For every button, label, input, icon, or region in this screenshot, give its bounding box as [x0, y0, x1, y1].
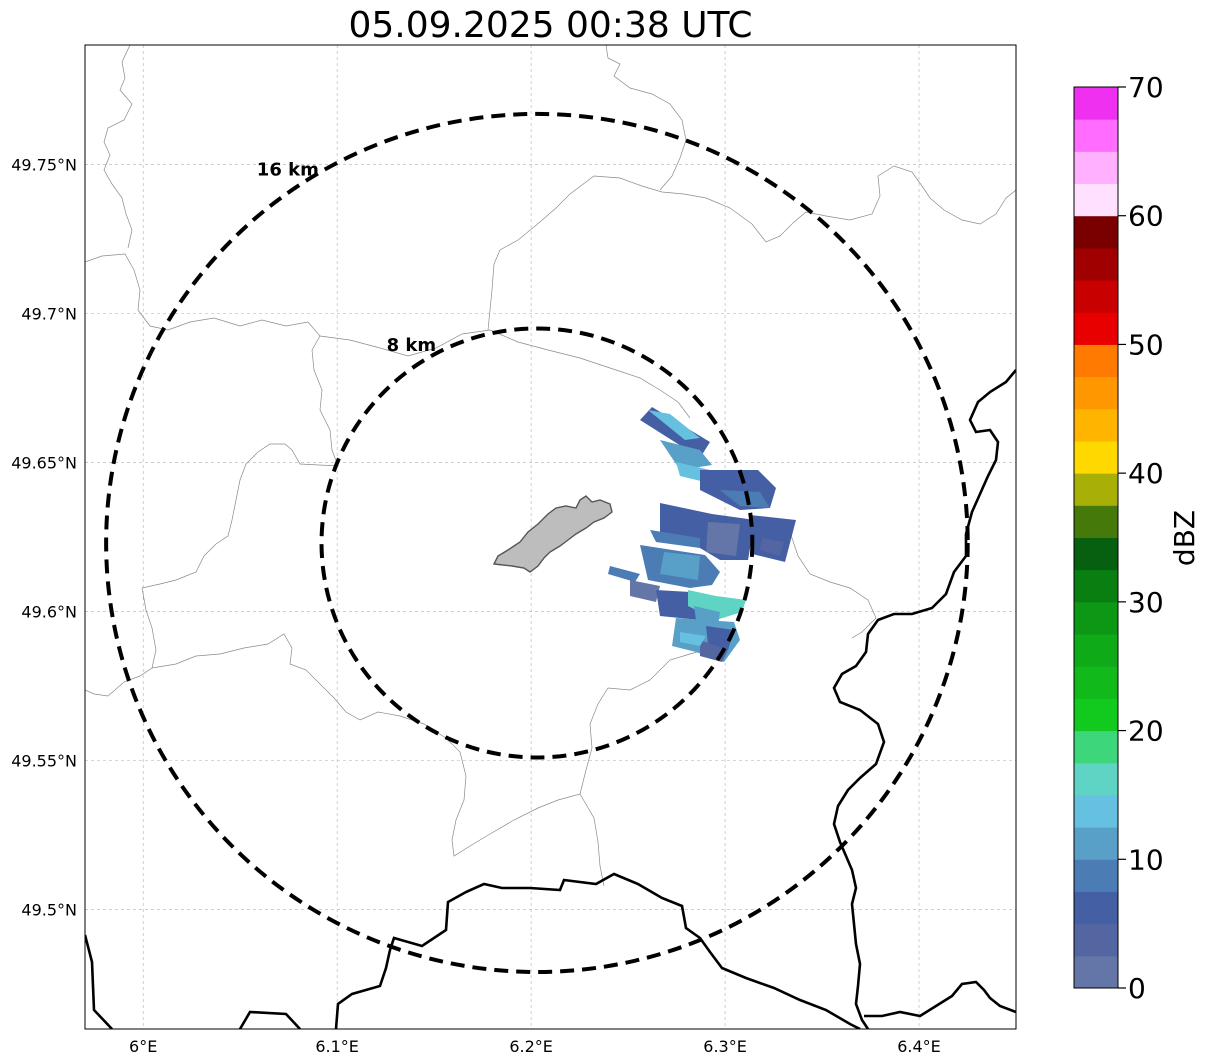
- colorbar-segment: [1074, 666, 1118, 699]
- colorbar-tick-label: 30: [1128, 586, 1164, 619]
- colorbar-tick-label: 0: [1128, 972, 1146, 1005]
- colorbar-segment: [1074, 344, 1118, 378]
- colorbar-segment: [1074, 505, 1118, 538]
- colorbar-segment: [1074, 312, 1118, 345]
- colorbar-segment: [1074, 215, 1118, 249]
- colorbar-segment: [1074, 794, 1118, 828]
- range-ring-label: 16 km: [257, 160, 319, 181]
- lat-tick-label: 49.55°N: [11, 752, 77, 771]
- lat-tick-label: 49.5°N: [21, 901, 77, 920]
- colorbar-segment: [1074, 473, 1118, 506]
- range-ring: [104, 111, 970, 975]
- range-rings: [104, 111, 970, 975]
- map-title: 05.09.2025 00:38 UTC: [348, 5, 753, 46]
- colorbar-segment: [1074, 119, 1118, 152]
- colorbar-segment: [1074, 634, 1118, 667]
- lat-tick-label: 49.65°N: [11, 453, 77, 472]
- colorbar-segment: [1074, 923, 1118, 957]
- national-borders: [85, 369, 1016, 1029]
- range-ring: [319, 326, 755, 760]
- colorbar-segment: [1074, 87, 1118, 120]
- colorbar-segment: [1074, 569, 1118, 603]
- colorbar-tick-label: 10: [1128, 843, 1164, 876]
- colorbar-segment: [1074, 730, 1118, 764]
- colorbar-segment: [1074, 601, 1118, 635]
- colorbar-tick-label: 60: [1128, 200, 1164, 233]
- colorbar-tick-label: 70: [1128, 71, 1164, 104]
- colorbar-segment: [1074, 762, 1118, 796]
- range-ring-labels: 8 km 16 km: [257, 160, 436, 357]
- colorbar-tick-label: 20: [1128, 715, 1164, 748]
- admin-boundaries: [85, 45, 1016, 887]
- colorbar-segment: [1074, 376, 1118, 410]
- colorbar-segment: [1074, 827, 1118, 860]
- colorbar-segment: [1074, 151, 1118, 185]
- colorbar-segment: [1074, 440, 1118, 474]
- colorbar-segment: [1074, 698, 1118, 732]
- colorbar-segment: [1074, 955, 1118, 989]
- radar-echoes: [608, 407, 796, 662]
- lat-tick-label: 49.7°N: [21, 304, 77, 323]
- colorbar-frame: [1073, 86, 1119, 989]
- colorbar-segment: [1074, 408, 1118, 442]
- lon-tick-label: 6.4°E: [897, 1037, 941, 1056]
- colorbar-segment: [1074, 891, 1118, 925]
- lon-tick-label: 6°E: [129, 1037, 157, 1056]
- lat-tick-label: 49.75°N: [11, 155, 77, 174]
- lon-tick-label: 6.2°E: [509, 1037, 553, 1056]
- colorbar-tick-label: 40: [1128, 457, 1164, 490]
- colorbar-tick-label: 50: [1128, 328, 1164, 361]
- colorbar-segment: [1074, 537, 1118, 571]
- colorbar: 0 10 20 30 40 50 60 70 dBZ: [1073, 71, 1201, 1005]
- colorbar-segment: [1074, 859, 1118, 892]
- axis-labels: 6°E 6.1°E 6.2°E 6.3°E 6.4°E 49.5°N 49.55°N 49.6…: [11, 155, 941, 1056]
- colorbar-segment: [1074, 280, 1118, 313]
- colorbar-label: dBZ: [1168, 510, 1201, 566]
- plot-frame: [84, 44, 1017, 1030]
- colorbar-segment: [1074, 247, 1118, 281]
- lon-tick-label: 6.3°E: [703, 1037, 747, 1056]
- colorbar-segment: [1074, 183, 1118, 217]
- range-ring-label: 8 km: [387, 335, 437, 356]
- urban-area: [492, 495, 613, 573]
- lon-tick-label: 6.1°E: [315, 1037, 359, 1056]
- lat-tick-label: 49.6°N: [21, 603, 77, 622]
